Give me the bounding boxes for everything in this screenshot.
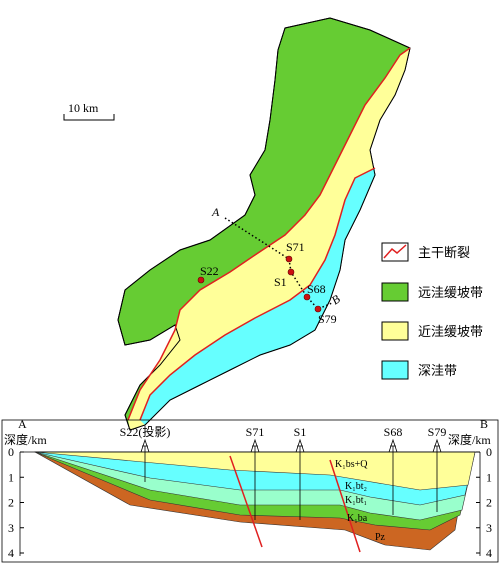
depth-tick-label: 1	[8, 470, 14, 484]
layer-label: K₁bs+Q	[335, 459, 368, 470]
section-end: B	[329, 291, 344, 307]
well-label: S1	[274, 275, 287, 289]
well-label: S79	[428, 425, 447, 439]
depth-tick-label: 4	[8, 546, 14, 560]
well-dot	[287, 268, 295, 276]
well-label: S1	[294, 425, 307, 439]
well-symbol	[432, 438, 442, 453]
well-dot	[285, 255, 293, 263]
well-symbol	[250, 438, 260, 453]
depth-tick-label: 2	[8, 496, 14, 510]
layer-label: K₁bt₁	[345, 495, 367, 506]
section-end: B	[480, 417, 488, 431]
layer-label: Pz	[375, 532, 386, 543]
well-label: S71	[246, 425, 265, 439]
well-symbol	[295, 438, 305, 453]
well-label: S71	[286, 240, 305, 254]
fault-line	[139, 167, 376, 421]
section-trace	[224, 217, 333, 310]
outline	[117, 17, 411, 431]
depth-tick-label: 3	[8, 521, 14, 535]
depth-label: 深度/km	[4, 432, 47, 447]
layer-label: K₁bt₂	[345, 481, 367, 492]
well-label: S79	[318, 312, 337, 326]
near-slope-zone	[128, 48, 410, 430]
cross-section: A B 深度/km 深度/km K₁bs+Q K₁bt₂ K₁bt₁ K₁ba …	[1, 417, 499, 563]
scale-label: 10 km	[68, 101, 99, 115]
well-symbol	[140, 438, 150, 453]
map: A B S22 S71 S1 S68 S79 10 km	[63, 17, 411, 431]
section-end: A	[211, 205, 220, 219]
depth-label: 深度/km	[448, 432, 491, 447]
depth-tick-label: 0	[8, 445, 14, 459]
well-label: S68	[384, 425, 403, 439]
well-label: S22	[200, 264, 219, 278]
fault-line	[127, 47, 411, 421]
layer-label: K₁ba	[347, 513, 368, 524]
well-dot	[314, 305, 322, 313]
well-dot	[197, 276, 205, 284]
legend-label: 主干断裂	[418, 246, 470, 261]
depth-tick-label: 1	[486, 470, 492, 484]
deep-zone	[140, 168, 375, 425]
depth-tick-label: 2	[486, 496, 492, 510]
well-symbol	[388, 438, 398, 453]
legend-label: 深洼带	[418, 364, 457, 379]
legend-label: 远洼缓坡带	[418, 286, 483, 301]
depth-tick-label: 4	[486, 546, 492, 560]
well-dot	[303, 293, 311, 301]
well-label: S68	[307, 282, 326, 296]
scale-bar	[63, 114, 115, 121]
depth-tick-label: 0	[486, 445, 492, 459]
depth-tick-label: 3	[486, 521, 492, 535]
well-label: S22(投影)	[120, 424, 171, 439]
section-end: A	[18, 417, 27, 431]
legend-label: 近洼缓坡带	[418, 325, 483, 340]
legend: 主干断裂 远洼缓坡带 近洼缓坡带 深洼带	[381, 242, 483, 380]
